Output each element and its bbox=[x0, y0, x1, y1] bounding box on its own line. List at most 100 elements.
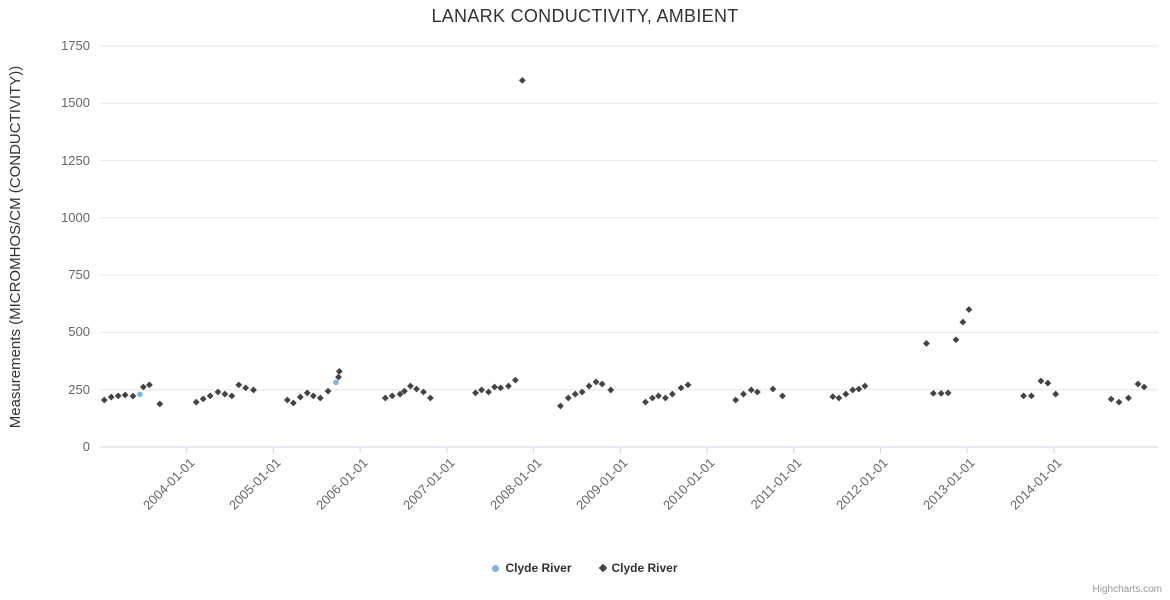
data-point bbox=[518, 76, 526, 84]
data-point bbox=[1037, 377, 1045, 385]
data-point bbox=[511, 376, 519, 384]
diamond-marker-icon bbox=[598, 563, 607, 573]
data-point bbox=[1115, 398, 1123, 406]
data-point bbox=[121, 391, 129, 399]
data-point bbox=[407, 382, 414, 390]
data-point bbox=[296, 393, 304, 401]
data-point bbox=[684, 381, 692, 389]
data-point bbox=[335, 367, 343, 375]
data-point bbox=[242, 384, 250, 392]
legend-item-clyde-river-1[interactable]: Clyde River bbox=[492, 561, 572, 575]
data-point bbox=[1134, 380, 1142, 388]
data-point bbox=[564, 394, 572, 402]
data-point bbox=[381, 394, 389, 402]
data-point bbox=[929, 389, 937, 397]
data-point bbox=[100, 396, 108, 404]
data-point bbox=[427, 394, 434, 402]
data-point bbox=[592, 378, 600, 386]
data-point bbox=[855, 385, 863, 393]
legend-item-clyde-river-2[interactable]: Clyde River bbox=[598, 561, 678, 575]
data-point bbox=[1107, 395, 1115, 403]
data-point bbox=[747, 386, 755, 394]
y-axis-tick-label: 500 bbox=[68, 324, 90, 340]
data-point bbox=[420, 388, 427, 396]
highcharts-credits-link[interactable]: Highcharts.com bbox=[1092, 584, 1162, 595]
data-point bbox=[1052, 390, 1060, 398]
data-point bbox=[206, 392, 214, 400]
data-point bbox=[400, 387, 408, 395]
data-point bbox=[107, 393, 115, 401]
data-point bbox=[335, 373, 342, 381]
y-axis-tick-label: 250 bbox=[68, 381, 90, 397]
data-point bbox=[283, 396, 291, 404]
data-point bbox=[952, 336, 960, 344]
data-point bbox=[649, 394, 656, 402]
y-axis-tick-label: 0 bbox=[82, 439, 90, 454]
data-point bbox=[607, 386, 615, 394]
data-point bbox=[1020, 392, 1027, 400]
data-point bbox=[478, 386, 485, 394]
data-point bbox=[214, 388, 222, 396]
data-point bbox=[485, 388, 492, 396]
data-point bbox=[578, 388, 586, 396]
data-point bbox=[662, 394, 669, 402]
data-point bbox=[303, 389, 311, 397]
data-point bbox=[316, 394, 324, 402]
data-point bbox=[677, 384, 685, 392]
data-point bbox=[324, 387, 332, 395]
data-point bbox=[668, 390, 676, 398]
data-point bbox=[1140, 383, 1148, 391]
circle-marker-icon bbox=[492, 564, 500, 572]
data-point bbox=[388, 392, 396, 400]
data-point bbox=[192, 398, 200, 406]
y-axis-tick-label: 1000 bbox=[61, 209, 90, 225]
data-point bbox=[235, 381, 243, 389]
data-point bbox=[944, 389, 952, 397]
data-point bbox=[250, 386, 257, 394]
data-point bbox=[396, 390, 404, 398]
data-point bbox=[557, 402, 564, 410]
data-point bbox=[497, 384, 505, 392]
data-point bbox=[829, 393, 837, 400]
data-point bbox=[861, 382, 869, 390]
chart-title: LANARK CONDUCTIVITY, AMBIENT bbox=[431, 6, 739, 26]
data-point bbox=[655, 392, 662, 400]
data-point bbox=[571, 390, 579, 398]
data-point bbox=[413, 385, 420, 393]
data-point bbox=[585, 382, 593, 390]
data-point bbox=[221, 390, 229, 398]
data-point bbox=[849, 386, 857, 394]
data-point bbox=[491, 383, 498, 391]
legend-label: Clyde River bbox=[611, 561, 678, 575]
data-point bbox=[289, 399, 297, 407]
data-point bbox=[1044, 379, 1052, 387]
data-point bbox=[642, 398, 649, 406]
data-point bbox=[333, 379, 339, 386]
data-point bbox=[309, 392, 317, 400]
data-point bbox=[137, 391, 143, 398]
data-point bbox=[139, 383, 147, 391]
y-axis-tick-label: 1500 bbox=[61, 95, 90, 111]
data-point bbox=[779, 392, 786, 400]
data-point bbox=[146, 381, 153, 389]
data-point bbox=[1125, 394, 1132, 402]
data-point bbox=[129, 392, 137, 400]
data-point bbox=[199, 395, 207, 403]
data-point bbox=[753, 388, 761, 396]
data-point bbox=[598, 380, 606, 388]
data-point bbox=[156, 400, 164, 408]
data-point bbox=[835, 394, 843, 402]
data-point bbox=[228, 392, 236, 400]
data-point bbox=[965, 306, 973, 313]
data-point bbox=[923, 340, 930, 347]
y-axis-tick-label: 750 bbox=[68, 267, 90, 283]
data-point bbox=[732, 396, 740, 404]
data-point bbox=[1027, 392, 1035, 400]
legend: Clyde River Clyde River bbox=[0, 561, 1170, 575]
legend-label: Clyde River bbox=[505, 561, 572, 575]
data-point bbox=[937, 389, 945, 397]
data-point bbox=[505, 382, 512, 390]
data-point bbox=[472, 389, 479, 397]
data-point bbox=[114, 392, 122, 400]
